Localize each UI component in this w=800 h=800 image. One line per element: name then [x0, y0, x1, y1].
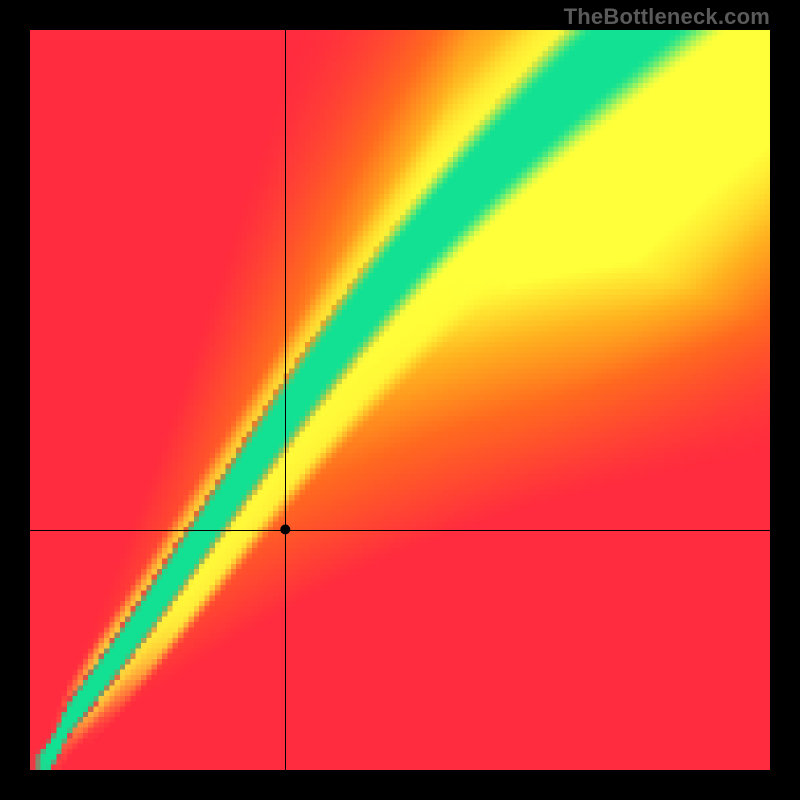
watermark-text: TheBottleneck.com	[564, 4, 770, 30]
crosshair-overlay	[30, 30, 770, 770]
chart-container: TheBottleneck.com	[0, 0, 800, 800]
